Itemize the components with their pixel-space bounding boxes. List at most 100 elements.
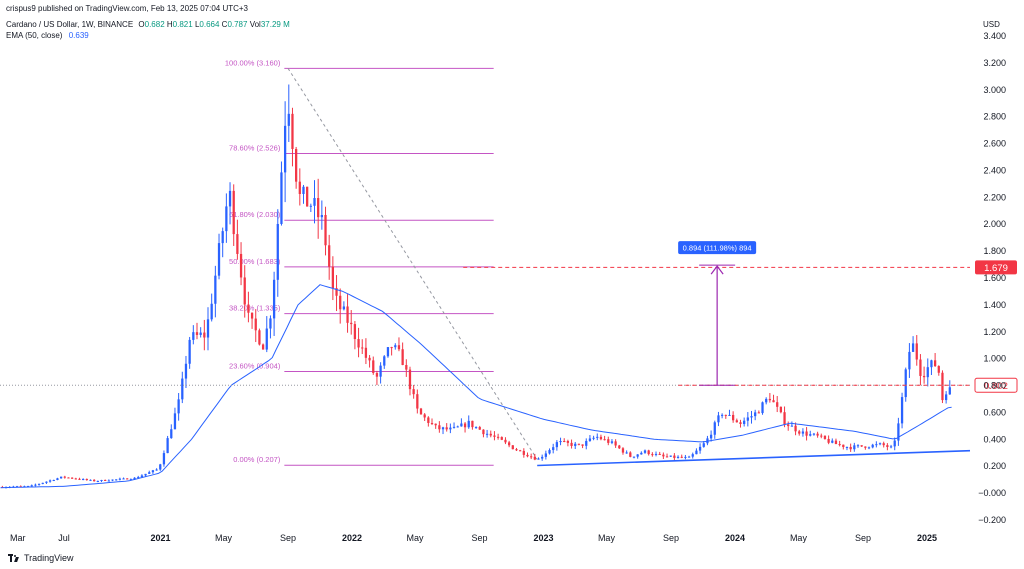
candle-body — [93, 479, 96, 482]
candle-body — [434, 423, 437, 426]
candle-body — [812, 433, 816, 435]
candle-body — [519, 450, 522, 452]
candle-body — [871, 444, 874, 448]
candle-body — [893, 440, 896, 447]
time-tick-label: 2022 — [342, 533, 362, 543]
candle-body — [761, 402, 764, 414]
candle-body — [919, 359, 922, 376]
candle-body — [860, 445, 863, 447]
candle-body — [948, 387, 951, 395]
candle-body — [306, 186, 309, 207]
candle-body — [269, 318, 272, 329]
price-tick-label: −0.200 — [978, 515, 1006, 525]
chart-legend: Cardano / US Dollar, 1W, BINANCE O0.682 … — [6, 19, 290, 41]
volume-value: 37.29 M — [260, 20, 290, 29]
candle-body — [801, 431, 805, 434]
time-axis[interactable]: Mar Jul 2021 May Sep 2022 May Sep 2023 May Sep 2024… — [10, 533, 937, 543]
candle-body — [713, 422, 716, 435]
candle-body — [768, 398, 772, 401]
candle-body — [658, 453, 661, 455]
symbol-name[interactable]: Cardano / US Dollar, 1W, BINANCE — [6, 20, 134, 29]
candle-body — [295, 148, 298, 182]
candle-body — [394, 345, 397, 348]
candle-body — [452, 426, 456, 428]
tradingview-brand: TradingView — [24, 553, 74, 563]
candle-body — [735, 420, 738, 423]
open-label: O — [138, 20, 145, 29]
candle-body — [309, 205, 312, 207]
candle-body — [599, 436, 603, 440]
candle-body — [665, 456, 669, 458]
candle-body — [720, 414, 724, 416]
candle-body — [456, 426, 459, 428]
candle-body — [368, 357, 371, 361]
candle-body — [335, 288, 338, 296]
price-axis[interactable]: −0.200 −0.000 0.200 0.400 0.600 0.800 1.000 1.2… — [978, 31, 1006, 525]
chart-overlays[interactable]: 0.894 (111.98%) 894 1.679 0.802 — [0, 241, 1018, 467]
candle-body — [541, 456, 544, 459]
candle-body — [823, 435, 827, 439]
candle-body — [379, 365, 382, 377]
price-tick-label: 1.800 — [983, 246, 1006, 256]
candle-body — [897, 423, 900, 441]
candle-body — [140, 475, 144, 478]
candle-body — [390, 347, 393, 349]
candle-body — [181, 378, 184, 400]
candle-body — [111, 479, 114, 481]
candle-body — [798, 431, 801, 434]
ema-label[interactable]: EMA (50, close) — [6, 31, 63, 40]
candle-body — [900, 397, 904, 424]
candle-body — [647, 450, 650, 455]
candle-body — [397, 345, 401, 350]
candle-body — [324, 214, 327, 246]
candle-body — [280, 172, 283, 224]
candle-body — [188, 339, 191, 364]
fib-trend-diagonal — [287, 68, 538, 460]
candle-body — [493, 435, 496, 437]
candle-body — [526, 454, 529, 457]
candle-body — [357, 339, 360, 348]
candle-body — [41, 482, 44, 484]
candle-body — [717, 415, 720, 423]
candle-body — [258, 330, 261, 345]
candle-body — [375, 373, 379, 377]
candle-body — [383, 356, 386, 366]
candle-body — [776, 402, 779, 407]
candle-body — [232, 190, 235, 235]
candle-body — [478, 427, 481, 430]
fibonacci-retracement[interactable]: 100.00% (3.160) 78.60% (2.526) 61.80% (2.0… — [225, 58, 538, 466]
price-tick-label: 1.000 — [983, 354, 1006, 364]
candle-body — [673, 455, 676, 458]
candle-body — [709, 434, 713, 439]
candle-body — [570, 442, 573, 446]
candle-body — [441, 427, 445, 430]
candle-body — [937, 366, 940, 373]
candle-body — [739, 422, 742, 424]
candlesticks — [1, 84, 951, 489]
candle-body — [228, 190, 232, 207]
candle-body — [287, 113, 290, 126]
time-tick-label: Jul — [58, 533, 70, 543]
candle-body — [632, 456, 636, 458]
close-value: 0.787 — [227, 20, 248, 29]
candle-body — [361, 347, 364, 349]
low-value: 0.664 — [199, 20, 220, 29]
candle-body — [515, 449, 518, 451]
price-tick-label: 0.600 — [983, 407, 1006, 417]
candle-body — [908, 351, 911, 370]
candle-body — [614, 441, 617, 446]
volume-label: Vol — [249, 20, 261, 29]
candle-body — [177, 399, 180, 414]
candle-body — [941, 372, 944, 401]
time-tick-label: 2021 — [151, 533, 171, 543]
candle-body — [52, 479, 55, 481]
candle-body — [272, 279, 276, 319]
candle-body — [933, 360, 937, 367]
candle-body — [195, 332, 199, 335]
candle-body — [552, 447, 555, 451]
candle-body — [302, 186, 305, 194]
candle-body — [144, 473, 147, 476]
candle-body — [544, 453, 547, 457]
candle-body — [210, 303, 213, 320]
